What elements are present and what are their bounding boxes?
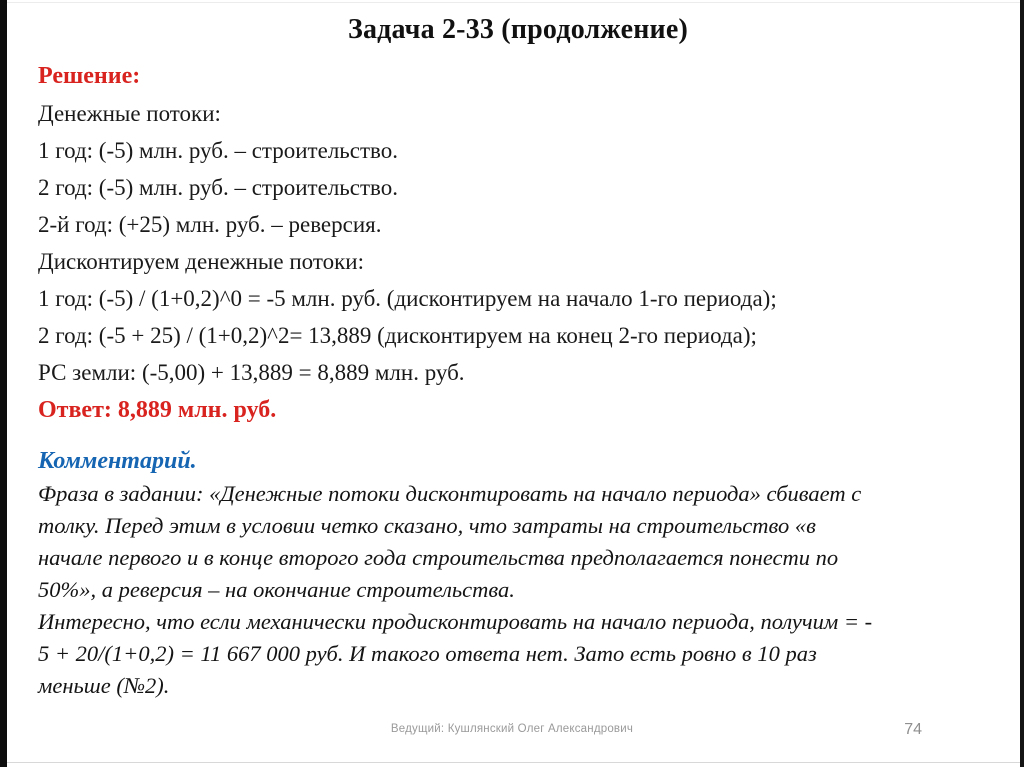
top-edge-line (7, 2, 1020, 3)
solution-line: РС земли: (-5,00) + 13,889 = 8,889 млн. … (38, 360, 465, 385)
commentary-line: Интересно, что если механически продиско… (38, 609, 873, 634)
slide-title: Задача 2-33 (продолжение) (347, 14, 689, 45)
solution-line: 2-й год: (+25) млн. руб. – реверсия. (38, 212, 382, 237)
slide-content: Задача 2-33 (продолжение) Решение: Денеж… (38, 12, 998, 702)
solution-line: Дисконтируем денежные потоки: (38, 249, 364, 274)
commentary-line: 50%», а реверсия – на окончание строител… (38, 577, 515, 602)
slide-footer: Ведущий: Кушлянский Олег Александрович 7… (0, 721, 1024, 741)
commentary-line: меньше (№2). (38, 673, 170, 698)
presenter-credit: Ведущий: Кушлянский Олег Александрович (390, 723, 634, 735)
page-number: 74 (904, 721, 922, 738)
answer-line: Ответ: 8,889 млн. руб. (38, 397, 277, 423)
solution-heading: Решение: (38, 63, 141, 89)
commentary-line: Фраза в задании: «Денежные потоки дискон… (38, 481, 862, 506)
bottom-edge-line (7, 762, 1020, 763)
solution-line: 2 год: (-5) млн. руб. – строительство. (38, 175, 398, 200)
commentary-line: 5 + 20/(1+0,2) = 11 667 000 руб. И таког… (38, 641, 817, 666)
commentary-heading: Комментарий. (38, 448, 197, 474)
solution-line: 1 год: (-5) / (1+0,2)^0 = -5 млн. руб. (… (38, 286, 777, 311)
solution-line: Денежные потоки: (38, 101, 221, 126)
commentary-line: толку. Перед этим в условии четко сказан… (38, 513, 816, 538)
solution-line: 1 год: (-5) млн. руб. – строительство. (38, 138, 398, 163)
right-edge-strip (1020, 0, 1024, 767)
left-edge-strip (0, 0, 7, 767)
commentary-line: начале первого и в конце второго года ст… (38, 545, 839, 570)
solution-line: 2 год: (-5 + 25) / (1+0,2)^2= 13,889 (ди… (38, 323, 757, 348)
